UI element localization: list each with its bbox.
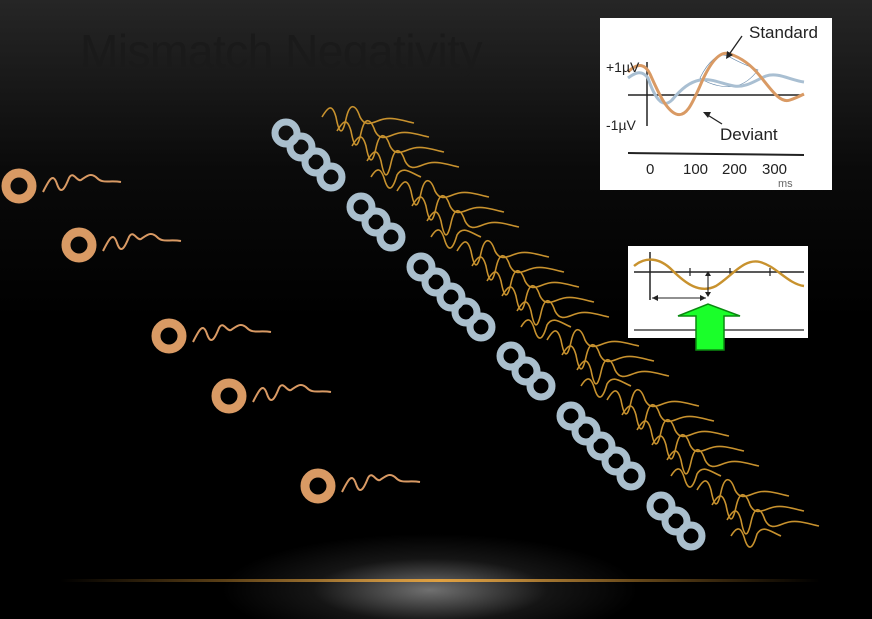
deviant-waveform <box>192 323 272 343</box>
tick-label-100: 100 <box>683 161 708 178</box>
standard-tone-icon <box>346 192 376 222</box>
standard-tone-icon <box>451 297 481 327</box>
standard-erp-trace <box>561 343 655 370</box>
latency-arrowhead-right <box>700 295 706 301</box>
sine-panel <box>628 246 808 351</box>
deviant-label: Deviant <box>720 125 778 144</box>
standard-tone-icon <box>496 341 526 371</box>
standard-erp-trace <box>430 229 482 249</box>
deviant-tone-icon <box>211 378 247 414</box>
deviant-erp-curve <box>626 51 805 117</box>
standard-tone-icon <box>301 147 331 177</box>
time-axis <box>627 152 805 156</box>
time-unit-label: ms <box>778 178 793 190</box>
standard-tone-icon <box>526 371 556 401</box>
deviant-tone-icon <box>300 468 336 504</box>
deviant-stimuli <box>1 168 421 504</box>
standard-erp-trace <box>636 418 730 445</box>
standard-erp-trace <box>696 478 790 505</box>
tick-label-200: 200 <box>722 161 747 178</box>
deviant-tone-icon <box>61 227 97 263</box>
standard-erp-trace <box>621 403 715 430</box>
deviant-tone-icon <box>151 318 187 354</box>
standard-tone-icon <box>661 506 691 536</box>
standard-erp-trace <box>321 105 415 132</box>
floor-glow-line <box>60 579 820 582</box>
standard-erp-trace <box>666 448 760 475</box>
slide-title: Mismatch Negativity <box>80 25 483 77</box>
standard-tone-icon <box>556 401 586 431</box>
standard-erp-trace <box>711 493 805 520</box>
amplitude-arrowhead-bottom <box>705 292 711 297</box>
standard-erp-trace <box>576 358 670 385</box>
standard-erp-trace <box>580 378 632 398</box>
latency-arrowhead-left <box>652 295 658 301</box>
standard-erp-trace <box>351 134 445 161</box>
standard-erp-trace <box>516 299 610 326</box>
standard-tone-icon <box>286 132 316 162</box>
standard-tone-icon <box>601 446 631 476</box>
standard-tone-icon <box>316 162 346 192</box>
standard-erp-trace <box>471 254 565 281</box>
standard-erp-trace <box>456 239 550 266</box>
standard-tone-icon <box>571 416 601 446</box>
plus-1uv-label: +1µV <box>606 59 640 75</box>
standard-erp-trace <box>486 269 580 296</box>
standard-erp-curve <box>627 71 805 105</box>
standard-erp-trace <box>546 328 640 355</box>
standard-tone-icon <box>376 222 406 252</box>
standard-erp-waveforms <box>321 105 820 548</box>
deviant-waveform <box>341 473 421 493</box>
standard-erp-trace <box>520 319 572 339</box>
standard-tone-icon <box>586 431 616 461</box>
standard-erp-trace <box>370 169 422 189</box>
standard-label: Standard <box>749 23 818 42</box>
standard-erp-trace <box>651 433 745 460</box>
standard-erp-trace <box>366 149 460 176</box>
standard-erp-trace <box>606 388 700 415</box>
deviant-tone-icon <box>1 168 37 204</box>
standard-erp-trace <box>726 508 820 535</box>
standard-tone-icon <box>406 252 436 282</box>
standard-tone-icon <box>511 356 541 386</box>
standard-tone-icon <box>616 461 646 491</box>
standard-erp-trace <box>730 528 782 548</box>
standard-erp-trace <box>411 194 505 221</box>
standard-tone-icon <box>421 267 451 297</box>
standard-erp-trace <box>426 209 520 236</box>
tick-label-0: 0 <box>646 161 654 178</box>
standard-pointer-arrowhead <box>726 51 733 59</box>
deviant-waveform <box>102 232 182 252</box>
deviant-waveform <box>252 383 332 403</box>
standard-erp-trace <box>336 119 430 146</box>
standard-tone-icon <box>271 118 301 148</box>
erp-panel-background <box>600 18 832 190</box>
sine-waveform <box>633 258 805 291</box>
standard-tone-icon <box>466 312 496 342</box>
standard-stimuli <box>271 118 706 551</box>
minus-1uv-label: -1µV <box>606 117 637 133</box>
standard-tone-icon <box>436 282 466 312</box>
tick-label-300: 300 <box>762 161 787 178</box>
deviant-waveform <box>42 173 122 193</box>
amplitude-arrowhead-top <box>705 271 711 276</box>
erp-panel: +1µV -1µV Standard Deviant 0 100 200 300… <box>600 18 832 190</box>
standard-tone-icon <box>676 521 706 551</box>
standard-erp-trace <box>396 179 490 206</box>
standard-pointer-arrow <box>727 35 743 57</box>
standard-erp-trace <box>670 468 722 488</box>
deviant-pointer-arrowhead <box>703 112 711 118</box>
up-arrow-icon <box>677 303 741 351</box>
standard-tone-icon <box>646 491 676 521</box>
standard-tone-icon <box>361 207 391 237</box>
standard-erp-trace <box>501 284 595 311</box>
